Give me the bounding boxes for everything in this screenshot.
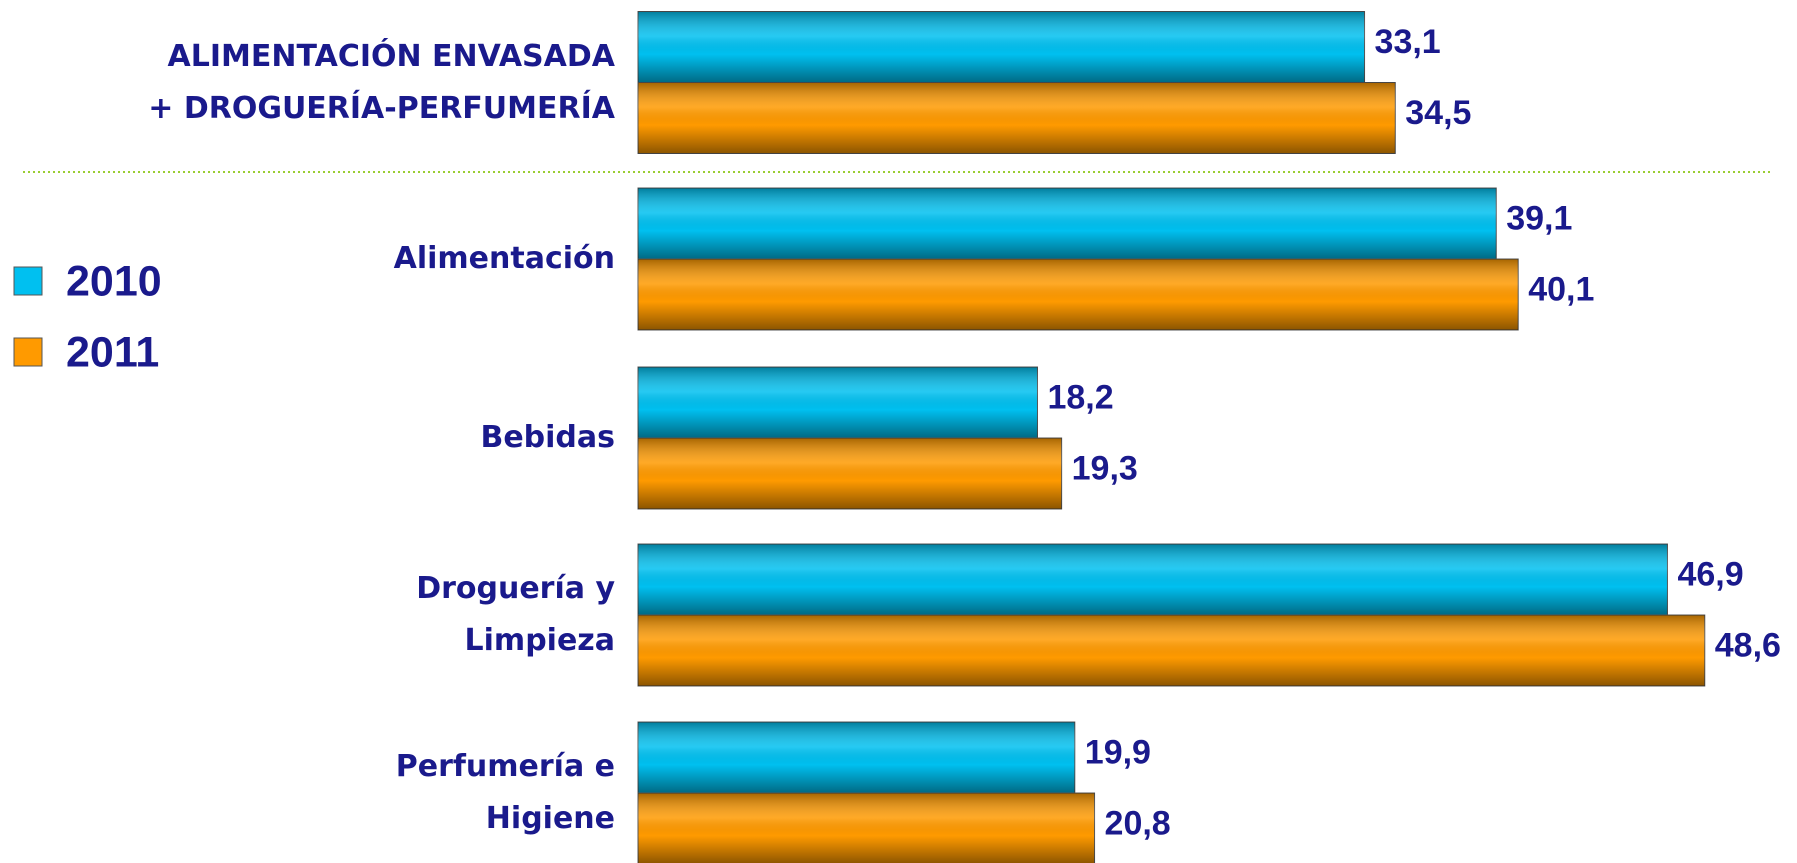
bar-shade [638, 793, 1095, 863]
value-label: 18,2 [1047, 378, 1113, 416]
value-label: 40,1 [1528, 270, 1594, 308]
category-label: Alimentación [393, 241, 615, 276]
bar-shade [638, 438, 1062, 509]
bar-shade [638, 615, 1705, 686]
bar-shade [638, 11, 1365, 83]
category-label: ALIMENTACIÓN ENVASADA + DROGUERÍA-PERFUM… [148, 38, 615, 126]
legend-swatch [13, 266, 43, 296]
value-label: 34,5 [1405, 94, 1471, 132]
bar-shade [638, 544, 1668, 615]
bar-shade [638, 259, 1519, 330]
category-label: Droguería y Limpieza [416, 571, 615, 658]
value-label: 33,1 [1375, 23, 1441, 61]
legend-label: 2011 [66, 328, 159, 376]
bar-shade [638, 188, 1497, 259]
value-label: 48,6 [1715, 626, 1781, 664]
legend-swatch [13, 337, 43, 367]
legend-label: 2010 [66, 257, 162, 305]
bar-shade [638, 722, 1075, 793]
bar-shade [638, 367, 1038, 438]
value-label: 39,1 [1506, 199, 1572, 237]
category-label: Perfumería e Higiene [395, 749, 615, 836]
value-label: 20,8 [1105, 804, 1171, 842]
value-label: 19,3 [1072, 449, 1138, 487]
bar-shade [638, 82, 1396, 154]
category-label: Bebidas [480, 420, 615, 455]
value-label: 46,9 [1677, 555, 1743, 593]
value-label: 19,9 [1085, 733, 1151, 771]
